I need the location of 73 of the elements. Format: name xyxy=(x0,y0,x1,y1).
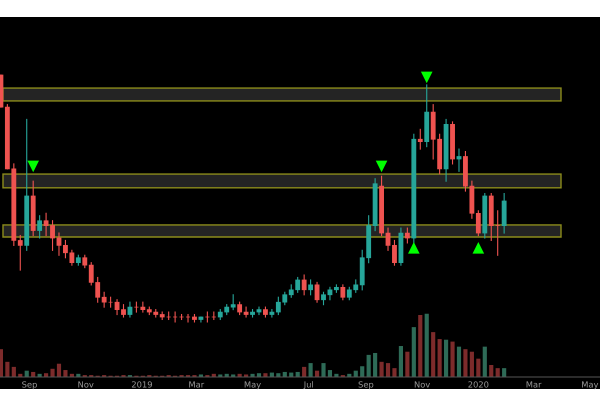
candlestick xyxy=(314,282,320,303)
x-tick-label: Sep xyxy=(22,381,37,390)
candlestick xyxy=(295,276,300,293)
x-tick-label: Jul xyxy=(303,381,313,390)
candlestick xyxy=(340,284,346,300)
bar xyxy=(502,368,506,377)
bar xyxy=(386,363,390,377)
x-tick-label: 2020 xyxy=(468,381,488,388)
candlestick xyxy=(153,309,158,318)
bar xyxy=(5,362,10,377)
x-tick-label: Mar xyxy=(189,381,204,388)
bar xyxy=(496,368,500,377)
candlestick xyxy=(88,262,94,286)
candlestick xyxy=(353,279,358,293)
bar xyxy=(24,370,29,377)
bar xyxy=(321,363,326,377)
candlestick xyxy=(160,312,165,320)
bar xyxy=(476,358,480,377)
bar xyxy=(12,366,16,377)
x-tick-label: Sep xyxy=(358,381,374,390)
candlestick xyxy=(302,274,307,296)
candlestick xyxy=(224,304,230,316)
bar xyxy=(63,370,68,377)
bar xyxy=(366,354,371,377)
bar xyxy=(392,368,397,377)
bar xyxy=(373,352,378,377)
bar xyxy=(438,339,442,377)
bar xyxy=(405,352,410,377)
candlestick xyxy=(404,228,410,244)
candlestick xyxy=(456,148,462,172)
bar xyxy=(328,370,332,377)
bar xyxy=(450,342,455,377)
bar xyxy=(444,340,448,377)
x-tick-label: May xyxy=(582,381,598,390)
candlestick xyxy=(308,279,314,296)
bar xyxy=(31,372,36,377)
candlestick xyxy=(18,234,23,271)
bar xyxy=(308,363,313,377)
bar xyxy=(354,370,358,377)
candlestick xyxy=(230,294,236,310)
candlestick xyxy=(82,254,88,268)
x-tick-label: 2019 xyxy=(132,381,152,388)
candlestick xyxy=(218,309,223,320)
bar xyxy=(314,370,320,377)
bar xyxy=(412,327,416,377)
x-tick-label: Nov xyxy=(78,381,94,388)
bar xyxy=(282,372,287,377)
bar xyxy=(289,372,294,377)
bar xyxy=(0,349,3,377)
bar xyxy=(463,349,468,377)
x-tick-label: Mar xyxy=(526,381,542,388)
x-tick-label: May xyxy=(244,381,261,390)
candlestick xyxy=(128,302,132,318)
bar xyxy=(470,352,474,377)
bar xyxy=(379,362,384,377)
x-tick-label: Nov xyxy=(414,381,430,388)
candlestick xyxy=(346,286,352,300)
bar xyxy=(302,366,306,377)
bar xyxy=(482,346,487,377)
candlestick xyxy=(76,254,81,266)
bar xyxy=(398,346,403,377)
bar xyxy=(360,366,364,377)
bar xyxy=(456,346,462,377)
bar xyxy=(489,364,494,377)
bar xyxy=(431,332,436,377)
candlestick xyxy=(418,128,423,150)
bar xyxy=(296,372,300,377)
candlestick xyxy=(263,306,268,318)
candlestick xyxy=(37,215,42,239)
candlestick xyxy=(288,284,294,298)
bar xyxy=(56,364,62,377)
bar xyxy=(424,314,429,377)
bar xyxy=(418,315,422,377)
